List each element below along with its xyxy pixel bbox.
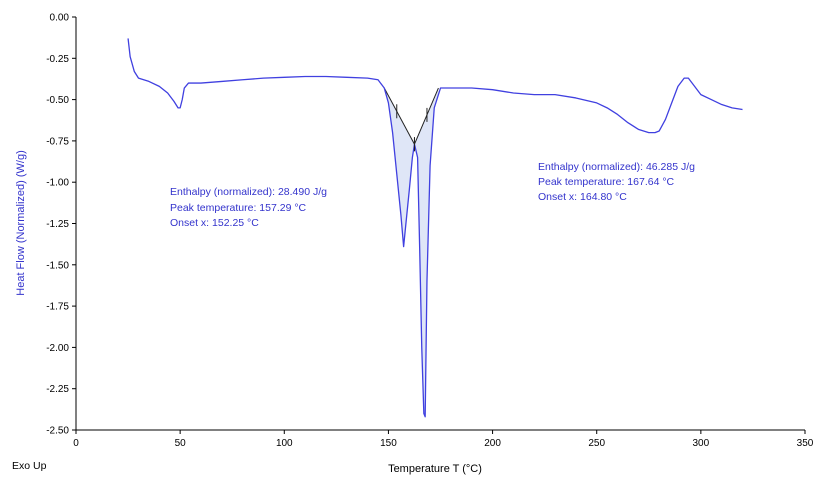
annotation-1-onset: Onset x: 152.25 °C — [170, 217, 259, 229]
y-ticks: 0.00 -0.25 -0.50 -0.75 -1.00 -1.25 -1.50 -1.75 -… — [46, 13, 76, 437]
annotation-2-enthalpy: Enthalpy (normalized): 46.285 J/g — [538, 161, 695, 173]
y-tick-label: -2.50 — [46, 426, 69, 437]
peak-fills — [384, 88, 439, 417]
y-tick-label: -2.00 — [46, 343, 69, 354]
heat-flow-series-line — [127, 38, 743, 418]
peak-marks — [396, 104, 428, 152]
peak-baselines — [383, 87, 439, 145]
y-tick-label: -0.50 — [46, 95, 69, 106]
peak-area-fill — [414, 88, 439, 417]
peak-baseline — [383, 87, 415, 145]
x-tick-label: 0 — [73, 438, 79, 449]
y-tick-label: -1.75 — [46, 302, 69, 313]
y-axis-label: Heat Flow (Normalized) (W/g) — [15, 150, 27, 295]
x-tick-label: 100 — [276, 438, 293, 449]
annotation-2-peak-temperature: Peak temperature: 167.64 °C — [538, 176, 675, 188]
exo-up-label: Exo Up — [12, 460, 47, 472]
x-tick-label: 200 — [484, 438, 501, 449]
x-tick-label: 250 — [588, 438, 605, 449]
y-tick-label: -0.25 — [46, 54, 69, 65]
annotation-1-enthalpy: Enthalpy (normalized): 28.490 J/g — [170, 186, 327, 198]
annotation-2-onset: Onset x: 164.80 °C — [538, 191, 627, 203]
annotation-peak-2: Enthalpy (normalized): 46.285 J/g Peak t… — [538, 161, 695, 203]
annotation-1-peak-temperature: Peak temperature: 157.29 °C — [170, 202, 307, 214]
series-layer — [127, 38, 743, 418]
y-tick-label: -1.25 — [46, 219, 69, 230]
peak-area-fill — [384, 88, 415, 247]
x-tick-label: 150 — [380, 438, 397, 449]
y-tick-label: -1.50 — [46, 260, 69, 271]
y-tick-label: -1.00 — [46, 178, 69, 189]
x-tick-label: 350 — [797, 438, 814, 449]
y-tick-label: -0.75 — [46, 136, 69, 147]
x-tick-label: 300 — [693, 438, 710, 449]
peak-baseline — [414, 87, 439, 145]
x-ticks: 0 50 100 150 200 250 300 350 — [73, 430, 814, 449]
annotation-peak-1: Enthalpy (normalized): 28.490 J/g Peak t… — [170, 186, 327, 229]
y-tick-label: 0.00 — [50, 13, 70, 24]
y-tick-label: -2.25 — [46, 384, 69, 395]
x-tick-label: 50 — [175, 438, 187, 449]
x-axis-label: Temperature T (°C) — [388, 463, 482, 475]
